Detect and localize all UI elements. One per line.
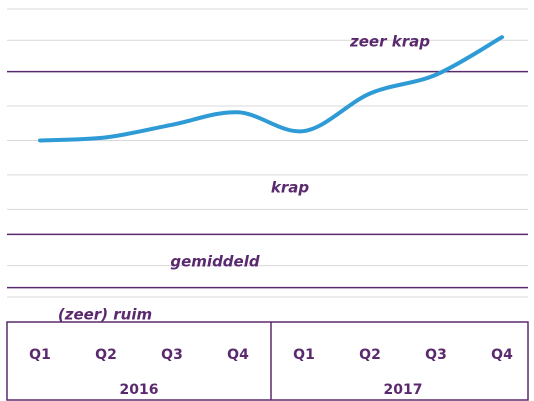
zone-label: gemiddeld [170, 253, 259, 271]
x-tick-label: Q4 [227, 347, 249, 363]
year-label: 2017 [384, 382, 423, 398]
x-tick-label: Q3 [161, 347, 183, 363]
x-tick-label: Q1 [293, 347, 315, 363]
line [38, 35, 504, 143]
zone-label: (zeer) ruim [58, 306, 152, 324]
x-tick-label: Q4 [491, 347, 513, 363]
x-tick-label: Q1 [29, 347, 51, 363]
year-label: 2016 [120, 382, 159, 398]
zone-label: krap [271, 179, 309, 197]
x-tick-label: Q2 [95, 347, 117, 363]
x-tick-label: Q3 [425, 347, 447, 363]
table-frame [6, 321, 529, 401]
zone-label: zeer krap [349, 33, 430, 51]
x-tick-label: Q2 [359, 347, 381, 363]
